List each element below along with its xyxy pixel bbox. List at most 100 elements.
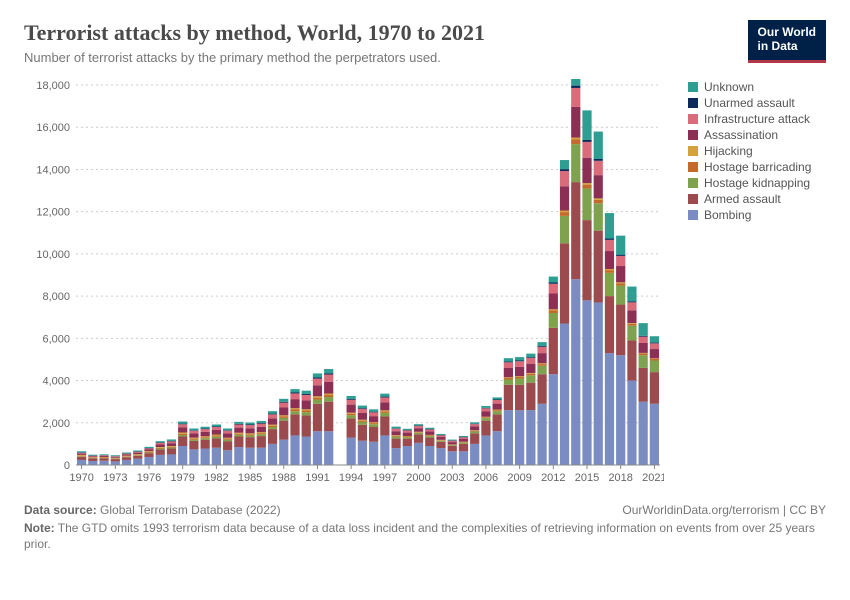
bar-segment [403,430,412,432]
bar-segment [639,323,648,336]
bar-segment [88,457,97,458]
bar-segment [77,453,86,454]
bar-segment [493,397,502,399]
svg-text:2003: 2003 [440,472,464,484]
bar-segment [347,414,356,415]
bar-segment [324,382,333,394]
bar-segment [537,353,546,363]
svg-text:14,000: 14,000 [36,164,70,176]
bar-segment [212,436,221,437]
svg-text:10,000: 10,000 [36,249,70,261]
bar-segment [313,379,322,386]
bar-segment [122,454,131,455]
bar-segment [347,438,356,465]
bar-segment [436,434,445,435]
bar-segment [122,454,131,455]
bar-segment [616,283,625,285]
bar-segment [650,404,659,465]
bar-segment [414,443,423,465]
bar-segment [459,439,468,442]
bar-segment [279,416,288,417]
bar-segment [549,309,558,310]
bar-segment [302,415,311,436]
logo-line-2: in Data [758,40,816,54]
bar-segment [302,391,311,394]
bar-segment [302,395,311,400]
svg-text:1988: 1988 [272,472,296,484]
bar-segment [650,361,659,373]
bar-segment [144,457,153,465]
bar-segment [133,452,142,453]
legend-label: Armed assault [704,193,781,205]
bar-segment [290,392,299,393]
bar-segment [582,183,591,185]
bar-segment [234,433,243,434]
attribution: OurWorldinData.org/terrorism | CC BY [622,503,826,517]
bar-segment [639,336,648,337]
bar-segment [234,447,243,465]
bar-segment [189,431,198,434]
bar-segment [425,446,434,465]
bar-segment [549,310,558,313]
bar-segment [234,428,243,433]
bar-segment [515,367,524,376]
bar-segment [605,213,614,238]
bar-segment [504,358,513,361]
chart-plot-area: 02,0004,0006,0008,00010,00012,00014,0001… [24,79,676,489]
bar-segment [493,414,502,431]
bar-segment [537,364,546,366]
bar-segment [571,139,580,144]
bar-segment [391,437,400,439]
bar-segment [290,411,299,414]
svg-text:2015: 2015 [575,472,599,484]
note-value: The GTD omits 1993 terrorism data becaus… [24,521,815,551]
legend-label: Unknown [704,81,754,93]
bar-segment [537,374,546,404]
bar-segment [425,429,434,431]
bar-segment [234,424,243,427]
note-label: Note: [24,521,55,535]
bar-segment [414,426,423,428]
bar-segment [582,140,591,142]
bar-segment [369,409,378,411]
bar-segment [347,419,356,438]
svg-text:16,000: 16,000 [36,122,70,134]
legend-item: Infrastructure attack [688,113,826,125]
owid-logo: Our World in Data [748,20,826,63]
bar-segment [627,302,636,310]
bar-segment [560,324,569,465]
bar-segment [347,400,356,405]
bar-segment [414,433,423,434]
bar-segment [605,240,614,251]
bar-segment [111,459,120,461]
bar-segment [571,182,580,279]
bar-segment [268,426,277,427]
bar-segment [493,410,502,411]
bar-segment [245,425,254,428]
bar-segment [493,410,502,411]
bar-segment [111,457,120,458]
bar-segment [380,397,389,402]
bar-segment [650,343,659,349]
bar-segment [448,445,457,446]
bar-segment [459,436,468,437]
bar-segment [582,142,591,158]
bar-segment [122,456,131,457]
bar-segment [403,433,412,436]
bar-segment [167,454,176,465]
bar-segment [77,460,86,465]
bar-segment [391,429,400,432]
bar-segment [201,427,210,429]
bar-segment [358,406,367,409]
bar-segment [77,456,86,457]
bar-segment [189,439,198,440]
bar-segment [189,438,198,439]
bar-segment [436,440,445,441]
chart-footer: Data source: Global Terrorism Database (… [24,503,826,552]
bar-segment [616,256,625,266]
bar-segment [313,404,322,431]
bar-segment [493,431,502,465]
bar-segment [133,455,142,456]
bar-segment [369,416,378,422]
bar-segment [279,421,288,440]
